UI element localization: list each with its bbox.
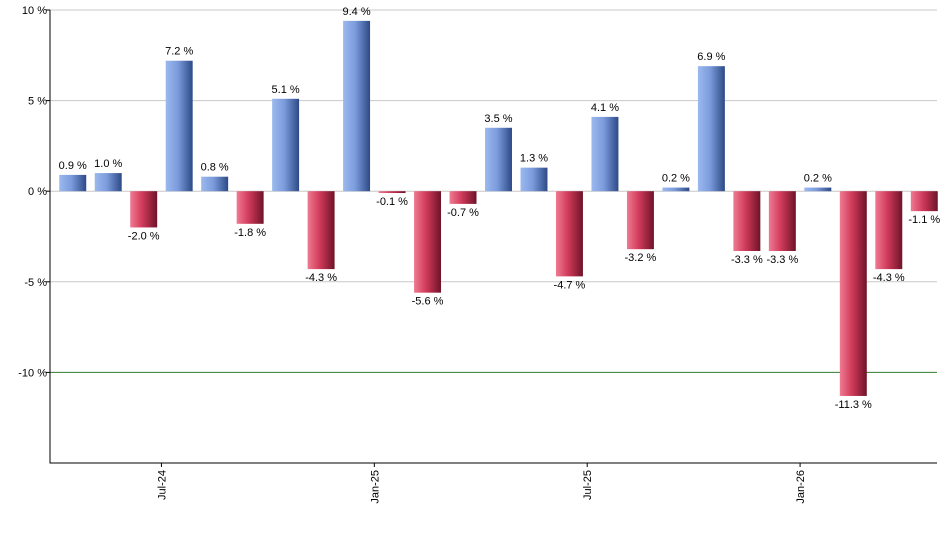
data-label: 0.8 % (201, 162, 229, 174)
data-label: 9.4 % (343, 6, 371, 18)
y-tick-label: -5 % (24, 277, 47, 289)
x-tick-label: Jan-26 (795, 470, 807, 504)
bar (555, 191, 583, 277)
bar (272, 98, 300, 192)
data-label: -2.0 % (128, 230, 160, 242)
axes: 10 % 5 % 0 % -5 % -10 % Jul-24 Jan-25 Jul-25 Jan… (18, 5, 937, 504)
y-tick-label: 0 % (28, 186, 47, 198)
y-tick-label: 10 % (22, 5, 47, 17)
bar (485, 127, 512, 192)
data-label: -0.1 % (376, 196, 408, 208)
bar (201, 176, 229, 192)
data-label: 0.2 % (662, 173, 690, 185)
data-label: 1.0 % (94, 158, 122, 170)
data-label: -3.2 % (625, 252, 657, 264)
bar (165, 60, 193, 192)
bar (733, 191, 761, 251)
bar (520, 167, 548, 192)
x-tick-label: Jul-25 (582, 470, 594, 500)
bar (768, 191, 796, 251)
bar (875, 191, 903, 270)
y-tick-label: 5 % (28, 96, 47, 108)
x-tick-label: Jan-25 (369, 470, 381, 504)
bar (94, 173, 122, 192)
data-label: -1.1 % (908, 214, 940, 226)
data-label: 6.9 % (697, 51, 725, 63)
data-label: -1.8 % (234, 227, 266, 239)
data-label: -5.6 % (412, 296, 444, 308)
x-tick-label: Jul-24 (156, 470, 168, 500)
bar (626, 191, 654, 250)
data-label: -3.3 % (731, 254, 763, 266)
bar (697, 66, 725, 192)
data-label: -0.7 % (447, 207, 479, 219)
data-label: 0.2 % (804, 173, 832, 185)
data-label: -4.7 % (554, 279, 586, 291)
bar (449, 191, 477, 204)
bar (130, 191, 158, 228)
data-label: 1.3 % (520, 153, 548, 165)
bar (343, 20, 371, 192)
data-label: 7.2 % (165, 46, 193, 58)
bar (378, 191, 406, 194)
bar (910, 191, 938, 212)
data-label: -4.3 % (305, 272, 337, 284)
bar (591, 116, 619, 192)
bar (662, 187, 690, 192)
data-label: 5.1 % (272, 84, 300, 96)
data-label: -11.3 % (835, 399, 872, 411)
bar (59, 174, 87, 192)
data-label: -4.3 % (873, 272, 905, 284)
y-tick-label: -10 % (18, 367, 47, 379)
bar (307, 191, 335, 270)
data-labels: 0.9 % 1.0 % -2.0 % 7.2 % 0.8 % -1.8 % 5.1 % -4.… (59, 6, 940, 411)
bar (414, 191, 442, 293)
data-label: 4.1 % (591, 102, 619, 114)
data-label: -3.3 % (766, 254, 798, 266)
bar (839, 191, 867, 396)
bars (59, 20, 938, 396)
data-label: 0.9 % (59, 160, 87, 172)
bar (804, 187, 832, 192)
data-label: 3.5 % (484, 113, 512, 125)
bar (236, 191, 264, 224)
